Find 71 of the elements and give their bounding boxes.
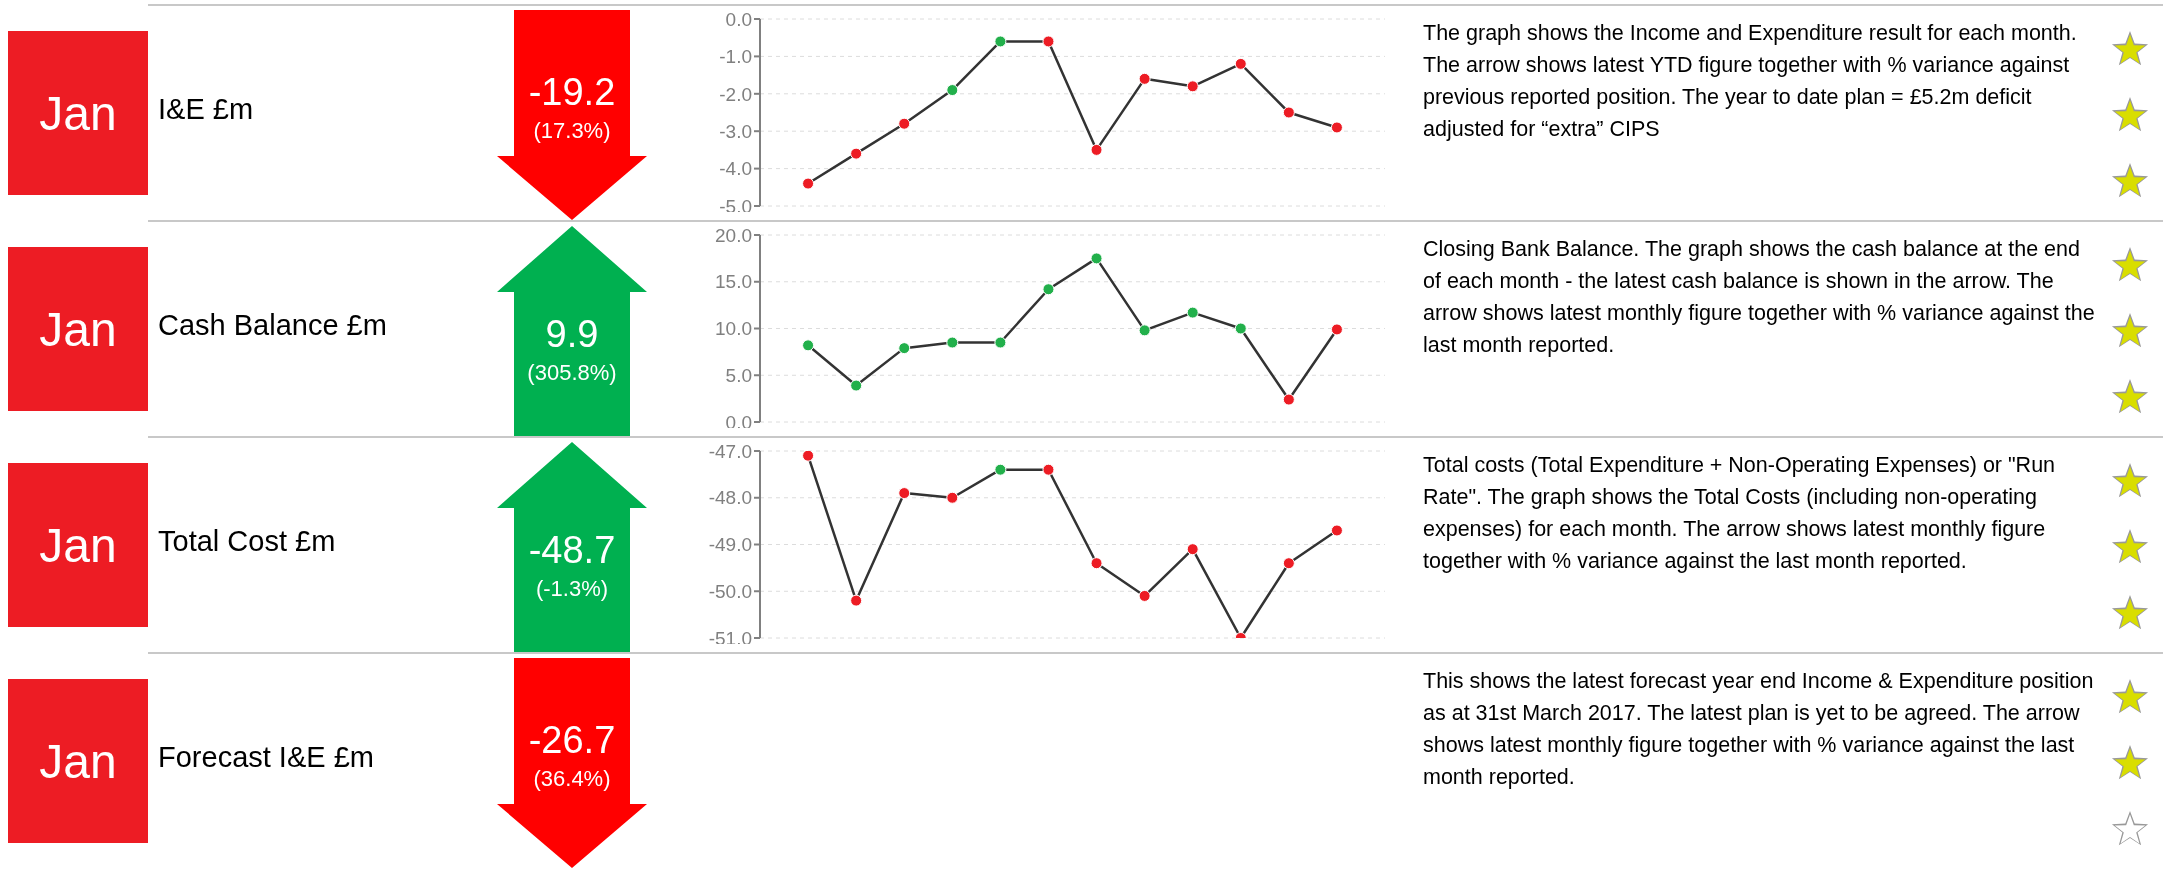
y-tick-label: 15.0 — [715, 271, 752, 293]
y-tick-label: 5.0 — [725, 364, 752, 386]
y-tick-label: -51.0 — [708, 627, 752, 649]
point — [1138, 589, 1151, 602]
point — [1234, 57, 1247, 70]
y-tick-label: 20.0 — [715, 224, 752, 246]
point — [1234, 322, 1247, 335]
point — [994, 336, 1007, 349]
text: This shows the latest forecast year end Income & Expenditure position as at 31st March 2017. The latest plan is yet to be agreed. The arrow shows latest monthly figure together with % variance against the last month reported. — [1423, 668, 2095, 791]
y-tick-label: 0.0 — [725, 411, 752, 433]
point — [802, 339, 815, 352]
y-axis-title: Total Cost £m — [158, 525, 336, 558]
text: -26.7 — [527, 719, 617, 762]
text: (-1.3%) — [534, 576, 610, 602]
point — [1330, 524, 1343, 537]
point — [1282, 106, 1295, 119]
point — [1330, 323, 1343, 336]
point — [1090, 252, 1103, 265]
point — [802, 451, 815, 462]
y-tick-label: -47.0 — [708, 440, 752, 462]
text: 9.9 — [544, 313, 600, 356]
point — [850, 594, 863, 607]
point — [1042, 35, 1055, 48]
point — [994, 35, 1007, 48]
point — [898, 487, 911, 500]
point — [1186, 543, 1199, 556]
point — [1186, 306, 1199, 319]
text: -48.7 — [527, 529, 617, 572]
y-tick-label: -48.0 — [708, 487, 752, 509]
point — [946, 491, 959, 504]
y-tick-label: -5.0 — [719, 195, 752, 217]
point — [1186, 80, 1199, 93]
point — [1090, 557, 1103, 570]
point — [898, 342, 911, 355]
text: Total costs (Total Expenditure + Non-Operating Expenses) or "Run Rate". The graph shows the Total Costs (including non-operating expenses) for each month. The arrow shows latest monthly figure together with % variance against the last month reported. — [1423, 452, 2057, 575]
point — [946, 84, 959, 97]
point — [898, 117, 911, 130]
point — [1330, 121, 1343, 134]
point — [1090, 143, 1103, 156]
text: (17.3%) — [532, 118, 612, 144]
y-tick-label: 0.0 — [725, 8, 752, 30]
y-tick-label: -2.0 — [719, 83, 752, 105]
text: Jan — [8, 679, 148, 843]
y-tick-label: -50.0 — [708, 580, 752, 602]
text: Jan — [8, 247, 148, 411]
y-tick-label: -3.0 — [719, 120, 752, 142]
y-tick-label: 10.0 — [715, 318, 752, 340]
text: Jan — [8, 463, 148, 627]
point — [1042, 283, 1055, 296]
text: Forecast I&E £m — [158, 741, 374, 774]
y-tick-label: -4.0 — [719, 158, 752, 180]
text: Jan — [8, 31, 148, 195]
y-axis-title: I&E £m — [158, 93, 254, 126]
point — [850, 147, 863, 160]
point — [946, 336, 959, 349]
text: Closing Bank Balance. The graph shows the cash balance at the end of each month - the latest cash balance is shown in the arrow. The arrow shows latest monthly figure together with % variance against the last month reported. — [1423, 236, 2095, 359]
point — [994, 463, 1007, 476]
point — [850, 379, 863, 392]
y-axis-title: Cash Balance £m — [158, 309, 387, 342]
point — [1042, 463, 1055, 476]
point — [1282, 393, 1295, 406]
point — [1282, 557, 1295, 570]
text: (305.8%) — [526, 360, 618, 386]
point — [1138, 324, 1151, 337]
point — [802, 177, 815, 190]
y-tick-label: -1.0 — [719, 46, 752, 68]
y-tick-label: -49.0 — [708, 534, 752, 556]
point — [1138, 72, 1151, 85]
text: -19.2 — [527, 71, 617, 114]
text: (36.4%) — [532, 766, 612, 792]
text: The graph shows the Income and Expenditure result for each month. The arrow shows latest YTD figure together with % variance against previous reported position. The year to date plan = £5.2m deficit adjusted for “extra” CIPS — [1423, 20, 2078, 143]
